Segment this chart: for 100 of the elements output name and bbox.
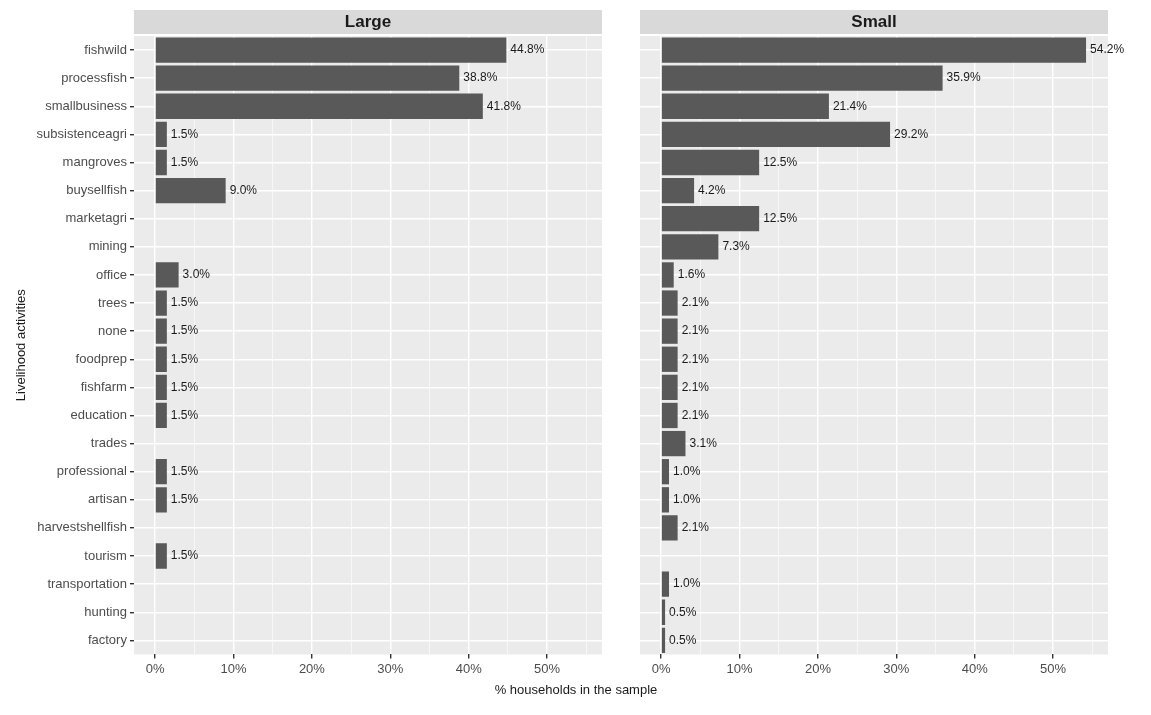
y-tick-label: transportation [47, 575, 127, 591]
bar [661, 374, 678, 401]
bar [155, 121, 167, 148]
data-label: 1.5% [170, 548, 199, 563]
bar [661, 290, 678, 316]
bar [661, 149, 760, 176]
data-label: 2.1% [681, 520, 710, 535]
data-label: 1.5% [170, 126, 199, 141]
data-label: 2.1% [681, 407, 710, 422]
x-tick-label: 20% [804, 660, 832, 676]
y-tick-label: harvestshellfish [37, 519, 127, 535]
bar [155, 487, 167, 513]
bar [155, 177, 226, 204]
bar [155, 318, 167, 344]
data-label: 1.5% [170, 295, 199, 310]
x-tick-label: 30% [883, 660, 910, 676]
data-label: 1.5% [170, 492, 199, 507]
y-tick-label: buysellfish [66, 182, 127, 198]
x-axis-title: % households in the sample [493, 682, 659, 697]
bar [661, 318, 678, 344]
bar [155, 374, 167, 401]
y-tick-label: hunting [84, 603, 127, 619]
bar [661, 206, 760, 232]
data-label: 1.0% [673, 576, 701, 591]
bar [155, 93, 483, 119]
data-label: 1.5% [170, 154, 199, 169]
y-tick-label: foodprep [75, 350, 127, 366]
data-label: 1.0% [673, 464, 701, 478]
data-label: 54.2% [1090, 42, 1125, 57]
bar [661, 262, 674, 288]
y-tick-label: processfish [61, 69, 127, 85]
bar [661, 121, 891, 148]
data-label: 2.1% [681, 323, 710, 338]
x-tick-label: 0% [145, 660, 165, 676]
y-tick-label: professional [56, 463, 128, 479]
bar [155, 65, 460, 91]
y-axis-title: Livelihood activities [13, 288, 29, 402]
x-tick-label: 30% [377, 660, 404, 676]
y-tick-label: none [98, 322, 127, 338]
y-tick-label: fishfarm [80, 378, 127, 394]
bar [661, 402, 678, 429]
data-label: 2.1% [681, 351, 710, 366]
data-label: 44.8% [510, 42, 545, 57]
data-label: 9.0% [229, 182, 258, 197]
x-tick-label: 40% [961, 660, 989, 676]
y-tick-label: fishwild [84, 41, 127, 57]
x-tick-label: 20% [298, 660, 326, 676]
data-label: 38.8% [463, 70, 498, 85]
bar [661, 234, 719, 260]
data-label: 35.9% [946, 70, 981, 85]
x-tick-label: 0% [651, 660, 671, 676]
x-tick-label: 10% [726, 660, 753, 676]
data-label: 4.2% [698, 182, 726, 197]
data-label: 12.5% [763, 211, 798, 226]
y-tick-label: trades [90, 435, 128, 451]
bar [661, 65, 943, 91]
bar [661, 459, 670, 485]
y-tick-label: factory [87, 631, 128, 647]
data-label: 21.4% [832, 98, 868, 113]
bar [155, 290, 167, 316]
bar [155, 402, 167, 429]
bar [661, 627, 666, 653]
x-tick-label: 40% [455, 660, 483, 676]
y-tick-label: tourism [84, 547, 127, 563]
data-label: 29.2% [894, 126, 929, 141]
data-label: 3.1% [689, 435, 718, 450]
data-label: 0.5% [669, 604, 697, 619]
y-tick-label: artisan [87, 491, 127, 507]
y-tick-label: trees [98, 294, 128, 310]
y-tick-label: smallbusiness [45, 97, 128, 113]
bar [155, 543, 167, 569]
data-label: 1.5% [170, 379, 199, 394]
bar [661, 177, 695, 204]
bar [661, 571, 670, 597]
bar [155, 459, 167, 485]
data-label: 1.5% [170, 464, 199, 478]
data-label: 3.0% [182, 267, 211, 282]
bar [661, 515, 678, 541]
data-label: 12.5% [763, 154, 798, 169]
y-tick-label: office [96, 266, 127, 282]
bar [155, 262, 179, 288]
chart-title: Small [851, 11, 897, 31]
x-tick-label: 10% [220, 660, 247, 676]
bar [661, 37, 1087, 63]
y-tick-label: mining [88, 238, 127, 254]
chart-title: Large [344, 11, 392, 31]
y-tick-label: mangroves [62, 154, 128, 170]
data-label: 1.5% [170, 323, 199, 338]
bar [661, 346, 678, 372]
y-tick-label: marketagri [65, 210, 128, 226]
x-tick-label: 50% [534, 660, 561, 676]
x-tick-label: 50% [1040, 660, 1067, 676]
bar [661, 430, 686, 457]
bar [155, 37, 507, 63]
data-label: 2.1% [681, 295, 710, 310]
y-tick-label: subsistenceagri [36, 125, 128, 141]
data-label: 2.1% [681, 379, 710, 394]
bar [661, 599, 666, 625]
data-label: 0.5% [669, 632, 697, 647]
data-label: 1.5% [170, 351, 199, 366]
